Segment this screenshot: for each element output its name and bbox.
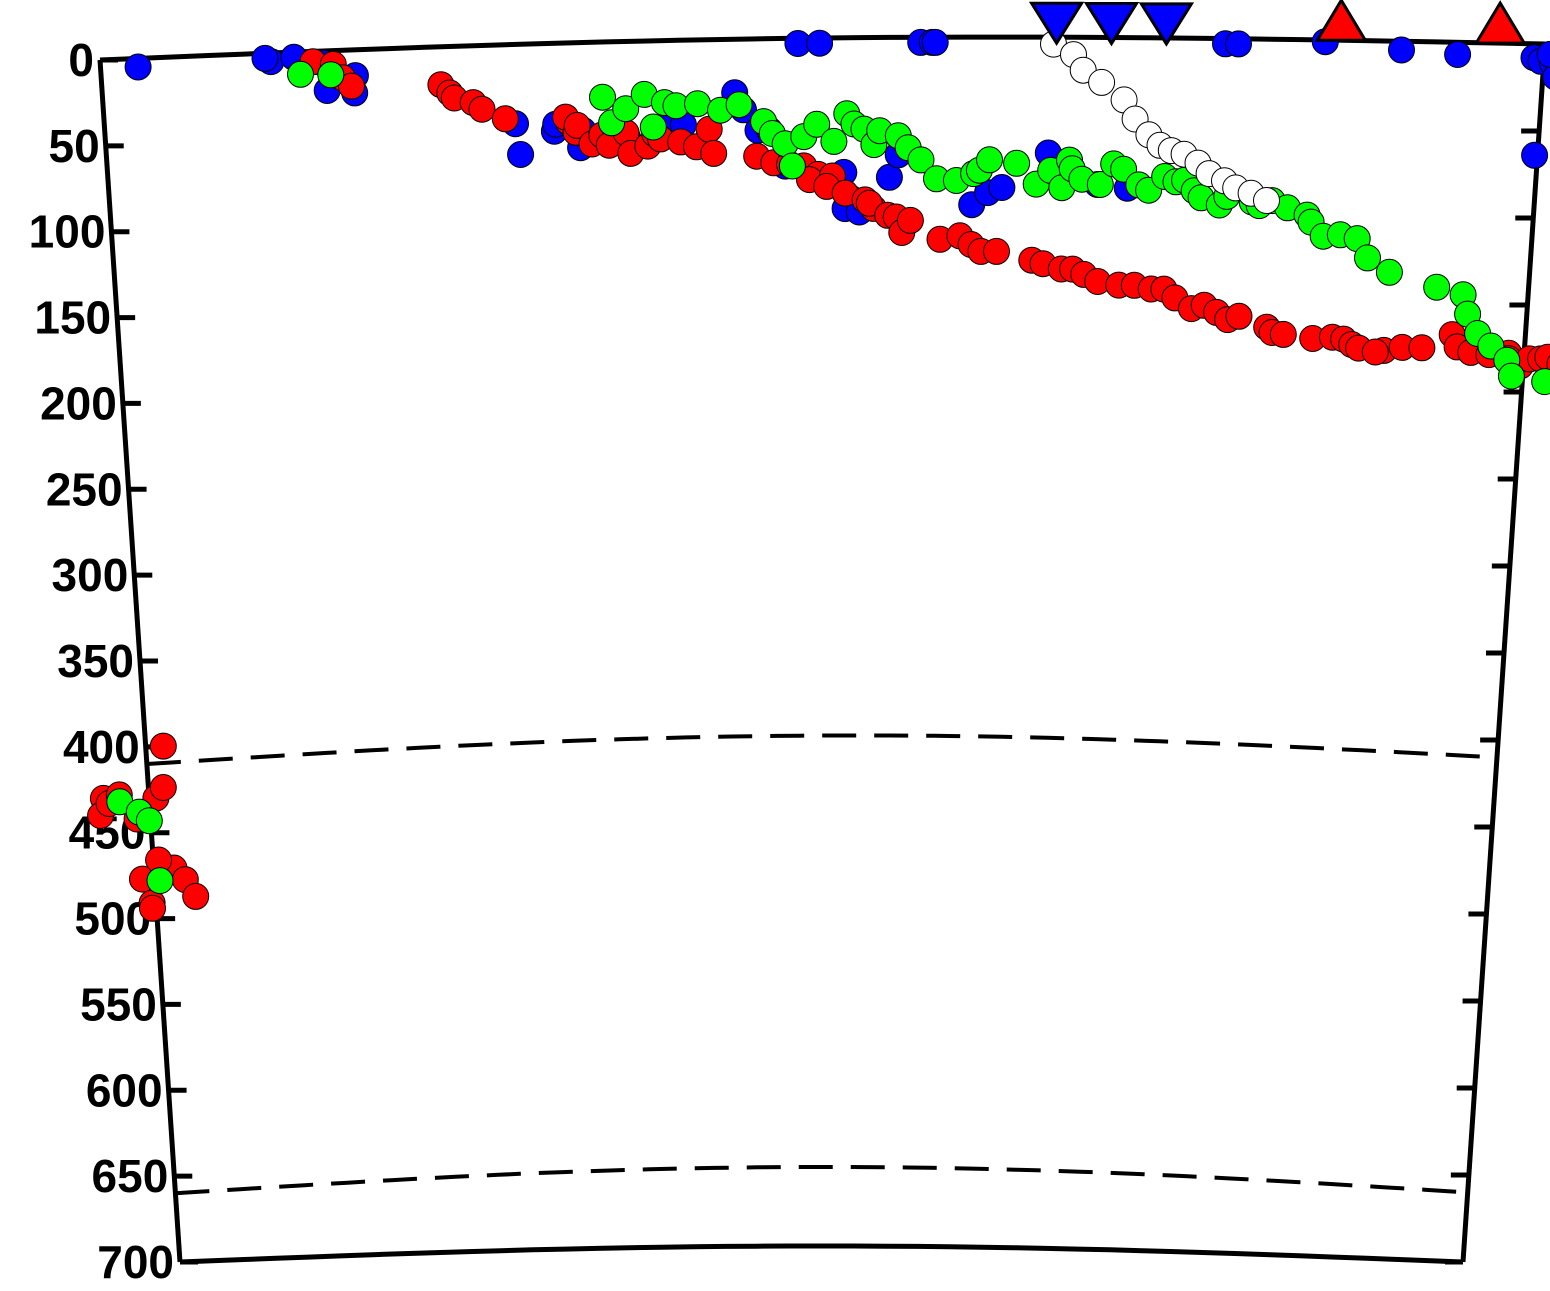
data-point-series-2: [1086, 171, 1114, 198]
data-point-series-2: [1531, 368, 1550, 396]
data-point-series-1: [1269, 320, 1297, 348]
y-tick-label: 50: [49, 120, 100, 172]
data-point-series-1: [700, 139, 728, 167]
data-point-series-1: [983, 237, 1010, 265]
data-point-series-0: [1542, 64, 1550, 90]
data-point-series-2: [976, 146, 1003, 174]
station-triangle-down: [1083, 2, 1140, 47]
data-point-series-0: [1225, 30, 1252, 58]
y-tick-label: 500: [74, 893, 151, 945]
station-triangle-down: [1028, 1, 1085, 47]
data-point-series-0: [507, 141, 535, 168]
y-tick-label: 600: [86, 1064, 163, 1116]
data-point-series-3: [1088, 68, 1116, 96]
reference-line-660: [175, 1165, 1468, 1196]
data-point-series-1: [1361, 338, 1389, 366]
y-tick-label: 0: [68, 34, 94, 86]
y-tick-label: 300: [52, 549, 129, 601]
data-points: [87, 28, 1550, 922]
reference-lines: [146, 733, 1498, 1196]
data-point-series-2: [287, 60, 314, 88]
data-point-series-2: [1354, 244, 1381, 272]
data-point-series-2: [803, 110, 831, 138]
y-tick-label: 100: [29, 206, 106, 258]
data-point-series-0: [1536, 40, 1550, 68]
y-tick-label: 250: [46, 463, 123, 515]
frame-bottom-edge: [179, 1243, 1464, 1265]
data-point-series-1: [139, 894, 166, 922]
data-point-series-2: [317, 61, 345, 89]
data-point-series-1: [1546, 355, 1550, 374]
station-triangle-up: [1314, 0, 1368, 42]
data-point-series-2: [639, 113, 667, 141]
y-tick-label: 350: [57, 635, 134, 687]
data-point-series-2: [612, 95, 640, 123]
data-point-series-2: [589, 83, 616, 111]
data-point-series-2: [907, 146, 935, 174]
data-point-series-3: [1253, 187, 1280, 214]
data-point-series-0: [251, 44, 279, 72]
y-tick-label: 400: [63, 721, 140, 773]
data-point-series-2: [820, 127, 848, 155]
reference-line-410: [146, 733, 1498, 766]
data-point-series-2: [1423, 273, 1451, 301]
data-point-series-0: [1388, 36, 1415, 64]
station-triangle-up: [1473, 0, 1527, 45]
y-tick-label: 150: [34, 292, 111, 344]
data-point-series-1: [468, 95, 496, 123]
data-point-series-1: [491, 105, 519, 133]
data-point-series-0: [1444, 41, 1472, 68]
data-point-series-2: [146, 867, 174, 895]
data-point-series-0: [806, 29, 834, 57]
station-markers: [1028, 0, 1527, 47]
data-point-series-0: [1521, 141, 1549, 169]
data-point-series-2: [725, 91, 753, 119]
data-point-series-2: [1497, 362, 1525, 390]
y-tick-label: 650: [92, 1150, 169, 1202]
data-point-series-1: [896, 206, 924, 234]
data-point-series-0: [921, 28, 949, 56]
y-axis-ticks: [100, 57, 1540, 1265]
data-point-series-2: [684, 90, 711, 118]
data-point-series-2: [778, 152, 806, 180]
y-tick-label: 200: [40, 377, 117, 429]
data-point-series-0: [124, 53, 152, 81]
data-point-series-1: [149, 732, 177, 760]
data-point-series-2: [1375, 258, 1403, 286]
y-tick-label: 550: [80, 978, 157, 1030]
data-point-series-1: [563, 111, 591, 139]
station-triangle-down: [1138, 2, 1195, 47]
data-point-series-1: [182, 882, 210, 910]
data-point-series-2: [135, 807, 163, 835]
data-point-series-0: [988, 174, 1016, 201]
data-point-series-1: [1225, 302, 1253, 330]
data-point-series-2: [1003, 149, 1031, 177]
chart-frame: [97, 34, 1548, 1265]
data-point-series-1: [1408, 334, 1436, 362]
y-tick-label: 700: [97, 1236, 174, 1288]
data-point-series-1: [338, 72, 365, 100]
data-point-series-1: [149, 774, 177, 801]
